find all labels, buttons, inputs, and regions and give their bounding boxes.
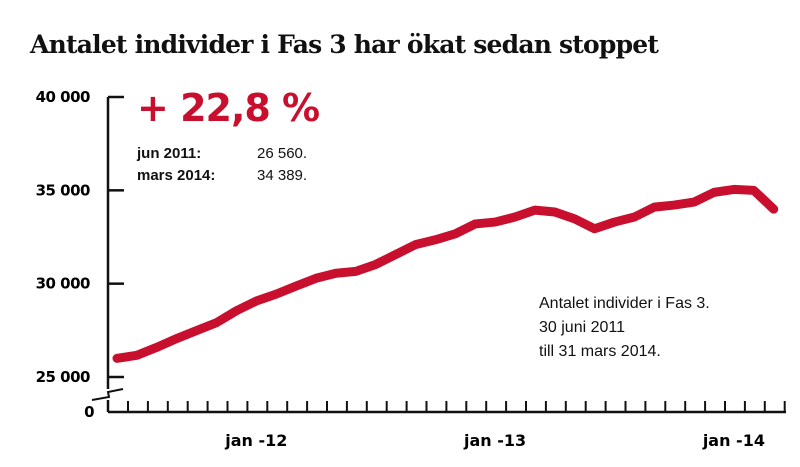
stat-label: jun 2011: [137,145,202,162]
stat-row: jun 2011: 26 560. [137,145,307,162]
x-tick-label: jan -12 [224,431,287,450]
chart-title: Antalet individer i Fas 3 har ökat sedan… [30,30,659,59]
y-tick-label: 25 000 [36,368,90,386]
axis-break [91,388,124,401]
y-tick-label: 35 000 [36,181,90,199]
y-tick-label: 30 000 [36,275,90,293]
series-line [112,184,779,363]
note-line: Antalet individer i Fas 3. [539,295,710,312]
stat-row: mars 2014: 34 389. [137,167,307,184]
note-line: till 31 mars 2014. [539,343,661,360]
x-tick-label: jan -13 [463,431,526,450]
percent-change: + 22,8 % [137,86,320,130]
chart-note: Antalet individer i Fas 3. 30 juni 2011 … [539,292,710,364]
x-tick-label: jan -14 [702,431,765,450]
stat-value: 26 560. [257,145,308,162]
y-tick-label: 40 000 [36,88,90,106]
stat-value: 34 389. [257,167,308,184]
y-tick-label: 0 [84,403,94,421]
stat-label: mars 2014: [137,167,216,184]
note-line: 30 juni 2011 [539,319,625,336]
